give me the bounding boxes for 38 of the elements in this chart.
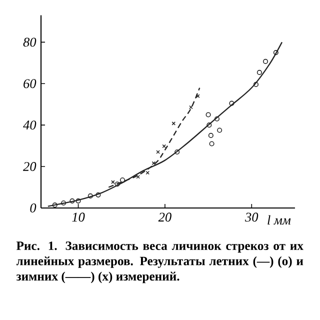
- point: [262, 58, 268, 64]
- point: [114, 182, 120, 187]
- point: [156, 150, 160, 154]
- point: [52, 202, 58, 208]
- point: [214, 116, 220, 122]
- point: [253, 82, 259, 87]
- point: [61, 200, 66, 206]
- line-series: [47, 42, 283, 207]
- point: [174, 149, 180, 155]
- point: [120, 177, 126, 183]
- point: [76, 198, 81, 204]
- y-tick-label: 80: [23, 38, 36, 47]
- point: [136, 174, 140, 179]
- point: [96, 192, 101, 198]
- point: [70, 198, 75, 204]
- x-axis-title: l мм: [268, 215, 291, 225]
- point: [172, 122, 176, 126]
- x-tick-label: 30: [244, 212, 258, 222]
- y-tick-label: 40: [23, 120, 36, 130]
- point: [217, 128, 222, 133]
- point: [88, 193, 93, 198]
- point: [273, 50, 278, 56]
- x-tick-label: 20: [158, 212, 172, 222]
- line-series: [108, 87, 200, 188]
- point: [206, 112, 211, 118]
- y-tick-label: 0: [30, 203, 36, 212]
- point: [111, 180, 115, 184]
- point: [196, 94, 200, 98]
- point: [256, 70, 262, 75]
- x-tick-label: 10: [72, 212, 85, 222]
- point: [152, 161, 156, 166]
- y-tick-label: 20: [23, 162, 36, 172]
- point: [229, 100, 234, 106]
- point: [206, 122, 212, 128]
- y-tick-label: 60: [24, 79, 36, 88]
- text: Рис. 1. Зависимость веса личинок стрекоз от их линейных размеров. Результаты летних (—) (о) и зимних (——) (х) измерений.: [16, 242, 304, 284]
- point: [209, 141, 214, 146]
- point: [208, 132, 214, 138]
